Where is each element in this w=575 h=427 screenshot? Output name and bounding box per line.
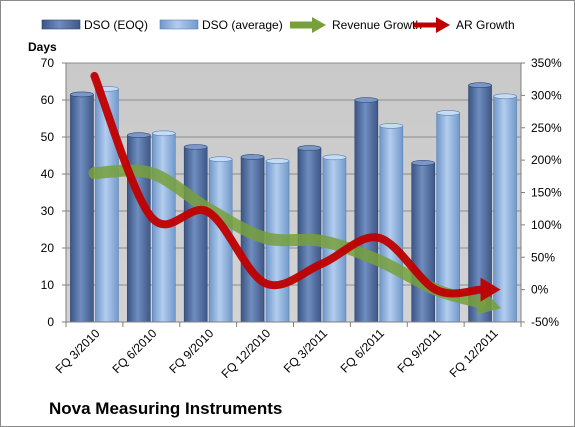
y2-tick-label: 350% <box>531 56 562 70</box>
bar <box>436 110 460 323</box>
bar <box>411 160 435 323</box>
bar <box>354 97 379 323</box>
y2-tick-label: 50% <box>531 250 555 264</box>
legend-item: DSO (average) <box>159 18 283 32</box>
bar <box>70 91 94 323</box>
legend-arrow <box>312 17 326 33</box>
y2-tick-label: 0% <box>531 283 549 297</box>
y-tick-label: 30 <box>41 204 55 218</box>
y-tick-label: 70 <box>41 56 55 70</box>
y-tick-label: 20 <box>41 241 55 255</box>
y2-tick-label: 100% <box>531 218 562 232</box>
series-line <box>90 71 501 302</box>
bar <box>493 93 517 323</box>
y-tick-label: 50 <box>41 130 55 144</box>
bar <box>127 132 151 323</box>
legend: DSO (EOQ) DSO (average) Revenue Growth AR G… <box>41 17 515 33</box>
legend-label: AR Growth <box>456 18 515 32</box>
bar <box>95 86 119 323</box>
bar <box>379 123 404 323</box>
bar <box>297 145 322 323</box>
y-tick-label: 0 <box>47 315 54 329</box>
y-axis-label: Days <box>28 40 57 54</box>
y-tick-label: 60 <box>41 93 55 107</box>
legend-item: DSO (EOQ) <box>41 18 148 32</box>
series-arrowhead <box>480 277 501 302</box>
y2-tick-label: 150% <box>531 186 562 200</box>
lines-layer <box>88 71 502 315</box>
y-tick-label: 40 <box>41 167 55 181</box>
y2-tick-label: 200% <box>531 153 562 167</box>
y2-tick-label: -50% <box>531 315 559 329</box>
bar <box>183 144 208 323</box>
y-tick-label: 10 <box>41 278 55 292</box>
chart-title: Nova Measuring Instruments <box>49 399 282 418</box>
legend-item: Revenue Growth <box>290 17 422 33</box>
bar <box>468 82 492 323</box>
legend-label: DSO (EOQ) <box>84 18 148 32</box>
bars-layer <box>70 82 517 323</box>
legend-arrow <box>436 17 450 33</box>
legend-swatch <box>159 19 199 30</box>
y2-tick-label: 300% <box>531 88 562 102</box>
legend-swatch <box>41 19 81 30</box>
legend-label: DSO (average) <box>202 18 283 32</box>
legend-label: Revenue Growth <box>332 18 422 32</box>
legend-item: AR Growth <box>414 17 515 33</box>
y2-tick-label: 250% <box>531 121 562 135</box>
